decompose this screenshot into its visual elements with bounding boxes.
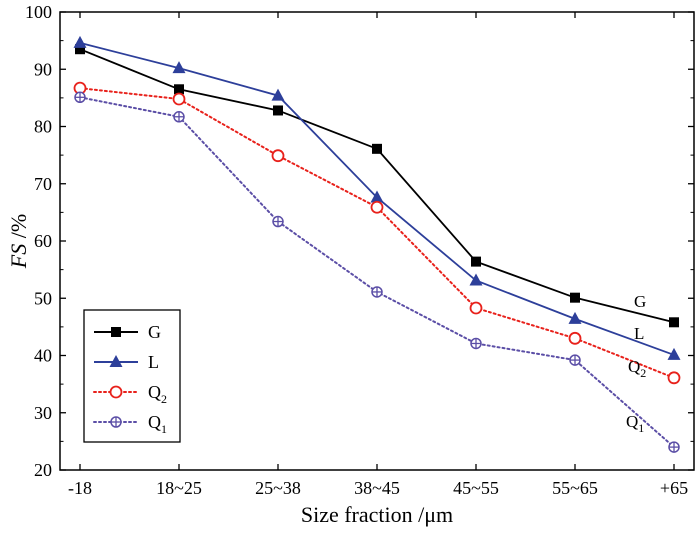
data-point-l-2 <box>271 88 285 101</box>
x-axis-title: Size fraction /μm <box>301 502 453 527</box>
x-tick-label: +65 <box>660 478 688 498</box>
data-point-q1-6 <box>668 441 680 453</box>
legend-label: L <box>148 352 159 372</box>
data-point-l-5 <box>568 311 582 324</box>
series-layer <box>73 35 681 453</box>
data-point-q1-3 <box>371 286 383 298</box>
data-point-l-1 <box>172 61 186 74</box>
y-tick-label: 80 <box>34 117 52 137</box>
data-point-g-0 <box>75 44 85 55</box>
data-point-q2-4 <box>469 301 483 315</box>
data-point-q2-3 <box>370 200 384 214</box>
x-tick-label: -18 <box>68 478 92 498</box>
data-point-g-5 <box>570 292 580 303</box>
legend: GL Q2 Q1 <box>83 309 181 443</box>
y-tick-label: 90 <box>34 59 52 79</box>
series-q1 <box>74 91 680 453</box>
y-tick-label: 50 <box>34 288 52 308</box>
series-g <box>75 44 679 328</box>
data-point-g-4 <box>471 256 481 267</box>
x-tick-label: 38~45 <box>354 478 400 498</box>
x-tick-label: 18~25 <box>156 478 202 498</box>
y-tick-label: 40 <box>34 346 52 366</box>
x-tick-label: 25~38 <box>255 478 301 498</box>
y-axis-title: FS /% <box>6 214 31 269</box>
data-point-q2-2 <box>271 149 285 163</box>
data-point-q2-1 <box>172 92 186 106</box>
legend-marker <box>109 355 123 367</box>
data-point-q1-2 <box>272 215 284 228</box>
series-q2 <box>73 81 681 385</box>
legend-marker <box>111 327 121 337</box>
data-point-l-0 <box>73 35 87 48</box>
data-point-q1-1 <box>173 111 185 123</box>
data-point-l-3 <box>370 190 384 203</box>
end-label-g: G <box>634 292 646 311</box>
x-tick-label: 45~55 <box>453 478 499 498</box>
data-point-g-2 <box>273 105 283 116</box>
data-point-g-3 <box>372 143 382 154</box>
y-tick-label: 60 <box>34 231 52 251</box>
legend-label: Q2 <box>148 382 167 406</box>
data-point-q1-5 <box>569 354 581 366</box>
legend-label: Q1 <box>148 412 167 436</box>
data-point-g-6 <box>669 317 679 328</box>
labels-layer: 20 30 40 50 60 70 80 90 100 -18 18~25 25~38 38~45 45~… <box>6 2 688 527</box>
legend-entry-q2: Q2 <box>93 382 167 406</box>
data-point-q2-5 <box>568 331 582 345</box>
x-tick-label: 55~65 <box>552 478 598 498</box>
series-line-g <box>79 48 675 324</box>
y-tick-label: 100 <box>25 2 52 22</box>
legend-entry-g: G <box>94 322 161 342</box>
data-point-g-1 <box>174 84 184 95</box>
end-label-q1: Q1 <box>626 412 644 435</box>
legend-label: G <box>148 322 161 342</box>
legend-entry-l: L <box>94 352 159 372</box>
data-point-q1-0 <box>74 91 86 104</box>
axes-layer <box>59 11 695 471</box>
series-l <box>73 35 681 360</box>
data-point-q1-4 <box>470 337 482 350</box>
y-tick-label: 30 <box>34 403 52 423</box>
data-point-l-6 <box>667 347 681 360</box>
data-point-q2-6 <box>667 371 681 385</box>
end-label-l: L <box>634 324 644 343</box>
data-point-l-4 <box>469 273 483 286</box>
legend-marker <box>109 385 123 399</box>
y-tick-label: 20 <box>34 460 52 480</box>
legend-marker <box>110 416 122 428</box>
end-label-q2: Q2 <box>628 357 646 380</box>
legend-entry-q1: Q1 <box>93 412 167 436</box>
y-tick-label: 70 <box>34 174 52 194</box>
